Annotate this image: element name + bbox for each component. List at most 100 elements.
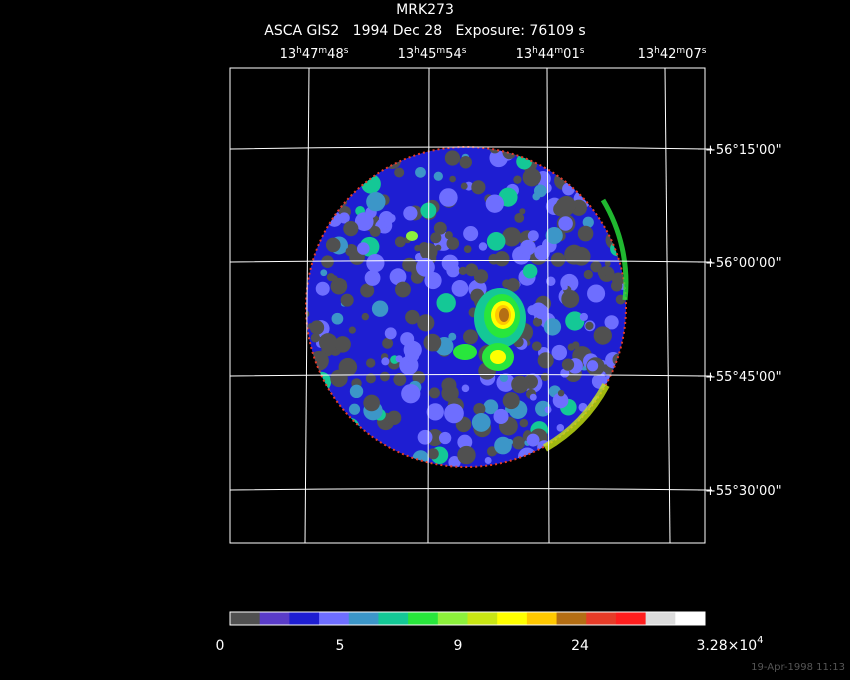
noise-blob [527,305,538,316]
noise-blob [389,268,407,286]
ra-label-part: 44 [538,47,555,62]
colorbar-max-exponent: 4 [757,635,763,646]
ra-label-part: 13 [516,47,533,62]
noise-blob [610,189,624,203]
noise-blob [604,315,619,330]
colorbar-label: 24 [571,638,589,654]
noise-blob [558,216,573,231]
noise-blob [461,384,470,393]
noise-blob [557,455,572,467]
noise-blob [340,417,360,438]
noise-blob [610,280,623,292]
noise-blob [369,225,381,237]
ra-label-part: 13 [398,47,415,62]
noise-blob [604,147,622,164]
noise-blob [382,337,394,349]
noise-blob [364,270,381,286]
dec-label: +55°45'00" [705,370,782,385]
noise-blob [348,451,356,460]
noise-blob [444,403,464,424]
noise-blob [585,426,597,438]
noise-blob [560,454,569,463]
colorbar [230,612,706,625]
noise-blob [328,178,336,186]
noise-blob [357,242,370,255]
ra-label-part: s [580,46,585,56]
noise-blob [484,457,492,464]
noise-blob [513,175,522,184]
noise-blob [361,312,370,321]
noise-blob [412,450,429,467]
noise-blob [433,221,447,235]
noise-blob [334,336,351,353]
noise-blob [366,358,376,368]
noise-blob [597,268,607,278]
noise-blob [587,284,606,303]
noise-blob [489,147,501,154]
noise-blob [444,150,461,166]
ra-label-part: 01 [563,47,580,62]
ra-label-part: s [462,46,467,56]
noise-blob [317,393,327,403]
noise-blob [587,360,599,372]
noise-blob [615,206,626,217]
noise-blob [340,293,354,307]
noise-blob [604,427,622,445]
noise-blob [343,160,350,167]
noise-blob [403,206,418,221]
noise-blob [451,279,469,297]
noise-blob [436,293,456,313]
noise-blob [543,318,562,336]
noise-blob [306,212,313,220]
colorbar-frame [229,611,706,626]
noise-blob [319,157,328,165]
noise-blob [348,403,361,415]
noise-blob [604,260,611,267]
noise-blob [486,446,498,457]
colorbar-swatch [467,612,498,625]
noise-blob [405,347,420,363]
noise-blob [511,375,529,394]
noise-blob [457,445,476,465]
noise-blob [325,173,342,190]
noise-blob [597,415,617,436]
colorbar-swatch [615,612,647,625]
ra-label-part: h [654,46,660,56]
ra-label-part: 54 [445,47,462,62]
noise-blob [321,255,334,269]
noise-blob [532,317,543,327]
noise-blob [522,167,542,187]
colorbar-label: 9 [454,638,463,654]
noise-blob [552,392,569,409]
noise-blob [380,371,390,382]
noise-blob [557,389,565,397]
colorbar-label: 0 [216,638,225,654]
noise-blob [463,245,472,253]
noise-blob [394,236,406,248]
noise-blob [308,405,327,424]
noise-blob [325,237,341,253]
noise-blob [516,153,533,170]
noise-blob [494,251,510,267]
colorbar-swatch [289,612,320,625]
noise-blob [359,450,374,464]
colorbar-swatch [378,612,409,625]
ra-label-part: h [296,46,302,56]
noise-blob [575,152,593,170]
coordinate-grid [229,67,706,544]
noise-blob [417,314,435,332]
noise-blob [345,247,352,254]
noise-blob [354,212,374,231]
colorbar-swatch [526,612,558,625]
noise-blob [502,227,522,247]
noise-blob [441,384,459,402]
noise-blob [583,269,593,280]
noise-blob [519,418,529,428]
noise-blob [580,185,594,199]
noise-blob [363,394,380,412]
colorbar-swatch [645,612,676,625]
ra-label-part: h [532,46,538,56]
noise-blob [381,357,390,366]
noise-blob [502,392,520,410]
